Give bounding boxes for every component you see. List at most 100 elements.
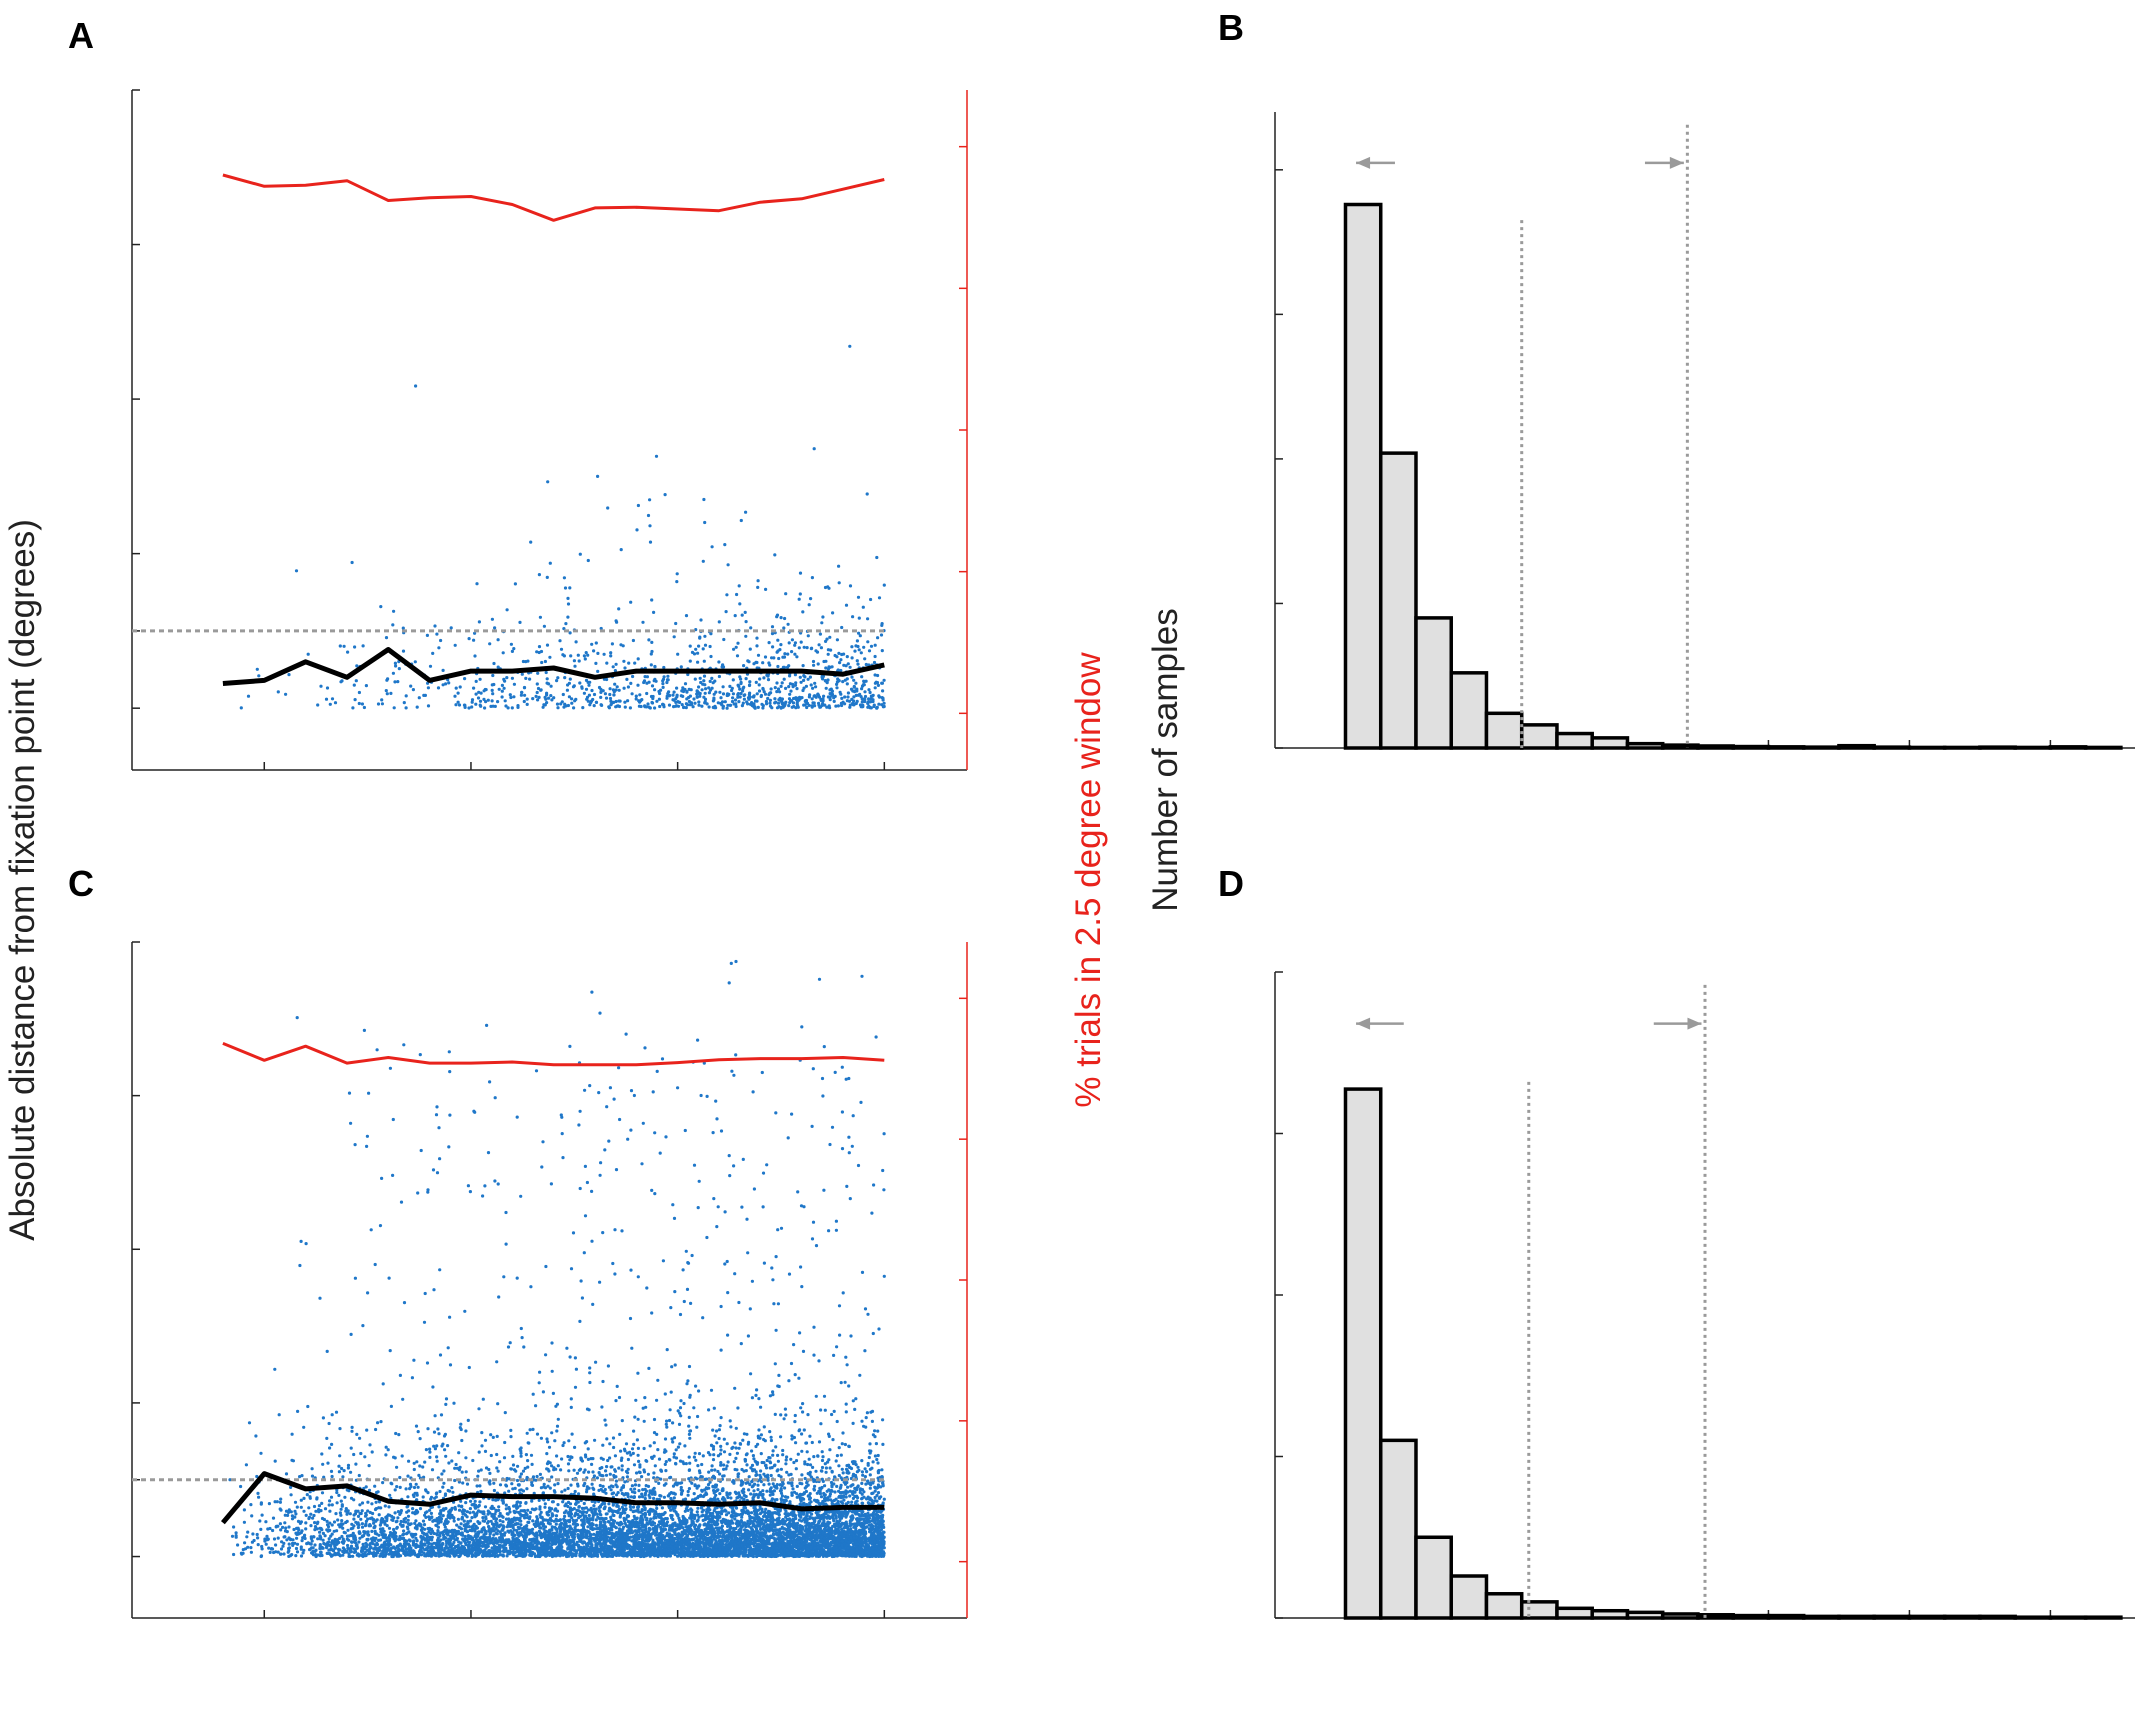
scatter-point: [686, 1261, 690, 1265]
scatter-point: [677, 1422, 682, 1426]
scatter-point: [290, 1432, 294, 1436]
scatter-point: [876, 1429, 880, 1433]
scatter-point: [578, 681, 582, 685]
scatter-point: [598, 1466, 602, 1471]
scatter-point: [519, 693, 524, 697]
scatter-point: [828, 698, 832, 702]
scatter-point: [249, 1546, 253, 1550]
scatter-point: [696, 651, 700, 655]
scatter-point: [325, 686, 330, 690]
scatter-point: [755, 636, 759, 640]
scatter-point: [388, 1349, 392, 1353]
scatter-point: [880, 703, 884, 707]
scatter-point: [586, 653, 590, 657]
scatter-point: [574, 1518, 579, 1522]
scatter-point: [428, 664, 433, 668]
scatter-point: [813, 1484, 817, 1488]
scatter-point: [845, 1184, 849, 1188]
scatter-point: [340, 1466, 344, 1471]
scatter-point: [873, 654, 877, 659]
scatter-point: [796, 696, 800, 700]
scatter-point: [608, 696, 613, 701]
scatter-point: [792, 696, 796, 701]
scatter-point: [832, 696, 836, 700]
scatter-point: [643, 675, 647, 679]
scatter-point: [354, 1520, 358, 1524]
scatter-point: [350, 1429, 354, 1433]
scatter-point: [848, 584, 853, 588]
scatter-point: [641, 620, 645, 624]
scatter-point: [848, 705, 852, 709]
scatter-point: [555, 1429, 559, 1433]
scatter-point: [276, 1550, 280, 1554]
scatter-point: [411, 688, 415, 692]
scatter-point: [679, 1485, 683, 1490]
scatter-point: [805, 705, 809, 710]
scatter-point: [680, 689, 684, 693]
scatter-point: [732, 647, 736, 651]
scatter-point: [756, 585, 760, 590]
scatter-point: [545, 677, 549, 681]
scatter-point: [304, 1521, 308, 1525]
scatter-point: [852, 685, 856, 689]
scatter-point: [869, 644, 874, 648]
scatter-point: [795, 700, 799, 704]
scatter-point: [568, 631, 572, 635]
scatter-point: [661, 685, 665, 690]
scatter-point: [636, 657, 640, 661]
scatter-point: [868, 690, 872, 695]
scatter-point: [688, 694, 693, 698]
scatter-point: [439, 1413, 444, 1417]
scatter-point: [763, 655, 768, 659]
scatter-point: [840, 625, 844, 630]
scatter-point: [435, 1455, 439, 1459]
scatter-point: [614, 1399, 618, 1403]
scatter-point: [549, 684, 553, 688]
scatter-point: [809, 647, 814, 651]
scatter-point: [787, 685, 791, 689]
scatter-point: [565, 688, 570, 692]
scatter-point: [776, 701, 781, 705]
scatter-point: [547, 696, 551, 700]
scatter-point: [866, 1312, 870, 1316]
scatter-point: [293, 1500, 298, 1504]
scatter-point: [585, 1490, 589, 1494]
scatter-point: [483, 1184, 487, 1188]
scatter-point: [649, 652, 653, 656]
scatter-point: [688, 659, 692, 663]
scatter-point: [882, 701, 886, 705]
scatter-point: [802, 686, 806, 690]
scatter-point: [820, 674, 824, 678]
scatter-point: [726, 1460, 730, 1464]
scatter-point: [820, 1465, 825, 1470]
scatter-point: [589, 701, 593, 705]
scatter-point: [775, 1486, 779, 1490]
scatter-point: [870, 1419, 875, 1423]
scatter-point: [461, 1481, 465, 1485]
scatter-point: [741, 701, 745, 705]
scatter-point: [627, 661, 631, 665]
scatter-point: [739, 518, 743, 523]
scatter-point: [720, 700, 725, 704]
scatter-point: [423, 693, 427, 698]
scatter-point: [577, 1468, 582, 1472]
scatter-point: [795, 655, 799, 659]
scatter-point: [352, 683, 356, 687]
scatter-point: [483, 706, 487, 710]
scatter-point: [583, 657, 587, 661]
scatter-point: [629, 1089, 634, 1093]
scatter-point: [712, 1509, 716, 1513]
scatter-point: [701, 682, 705, 686]
scatter-point: [316, 703, 320, 707]
scatter-point: [825, 705, 829, 709]
scatter-point: [856, 644, 860, 649]
scatter-point: [869, 597, 873, 602]
scatter-point: [474, 702, 478, 706]
scatter-point: [851, 1399, 855, 1403]
scatter-point: [756, 705, 760, 710]
panel-c-scatter: [131, 941, 968, 1619]
scatter-point: [328, 1499, 332, 1503]
scatter-point: [686, 672, 690, 677]
scatter-point: [468, 1190, 472, 1194]
scatter-point: [781, 701, 785, 705]
